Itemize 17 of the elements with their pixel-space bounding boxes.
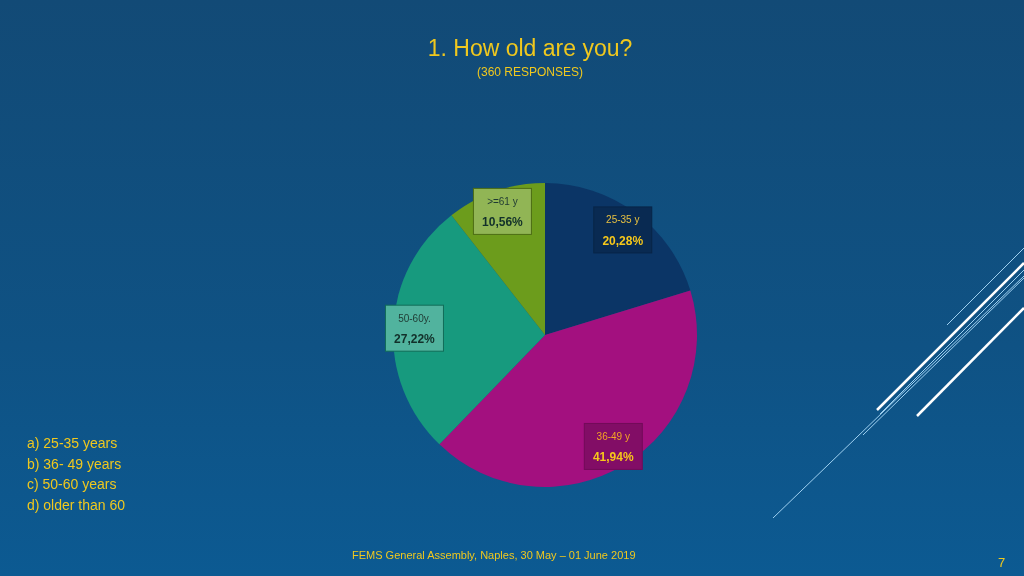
text: 7 — [998, 555, 1006, 570]
text: a) 25-35 years — [27, 434, 119, 453]
text: b) 36- 49 years — [27, 454, 123, 474]
slice-label: 25-35 y — [606, 214, 640, 226]
slice-label: 36-49 y — [596, 430, 630, 442]
text: d) older than 60 — [27, 496, 126, 516]
data-label: 20,28% — [602, 233, 644, 248]
text: FEMS General Assembly, Naples, 30 May – 01 June 2019 — [352, 549, 636, 561]
slice-label: >=61 y — [487, 195, 518, 207]
text: c) 50-60 years — [27, 475, 118, 495]
data-label: 27,22% — [394, 332, 436, 347]
data-label: 41,94% — [592, 450, 634, 465]
pie-slice — [439, 290, 697, 487]
data-label: 10,56% — [482, 215, 524, 230]
chart-subtitle: (360 RESPONSES) — [475, 64, 584, 80]
chart-title: 1. How old are you? — [426, 34, 634, 62]
slice-label: 50-60y. — [398, 312, 431, 324]
